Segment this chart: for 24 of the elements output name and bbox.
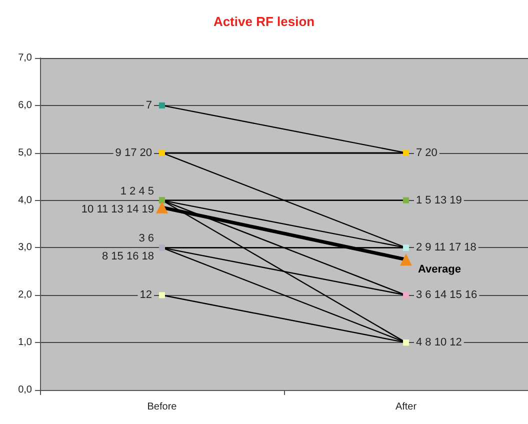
annotation: 4 8 10 12 (416, 336, 462, 349)
annotation: 1 5 13 19 (416, 194, 462, 206)
annotation: 7 20 (416, 146, 438, 159)
y-tick-label: 3,0 (18, 242, 32, 254)
y-tick-label: 1,0 (18, 337, 32, 348)
annotation: 10 11 13 14 19 (81, 203, 154, 216)
annotation: 3 6 (138, 232, 154, 245)
annotation: 8 15 16 18 (102, 250, 154, 263)
y-tick-label: 6,0 (18, 100, 32, 111)
annotation: 7 (146, 99, 152, 112)
annotation: 9 17 20 (115, 146, 152, 159)
x-tick-label: After (395, 402, 418, 412)
annotation: 12 (140, 289, 152, 302)
y-tick-label: 5,0 (18, 147, 32, 158)
y-tick-label: 2,0 (18, 290, 32, 301)
chart-title: Active RF lesion (213, 14, 315, 29)
annotation: 2 9 11 17 18 (416, 242, 476, 254)
annotation: 3 6 14 15 16 (416, 289, 478, 302)
x-tick-label: Before (147, 402, 178, 412)
series-label: Average (418, 264, 462, 276)
annotation: 1 2 4 5 (120, 185, 154, 198)
y-tick-label: 4,0 (18, 194, 32, 206)
y-tick-label: 7,0 (18, 52, 32, 64)
y-tick-label: 0,0 (18, 384, 32, 396)
